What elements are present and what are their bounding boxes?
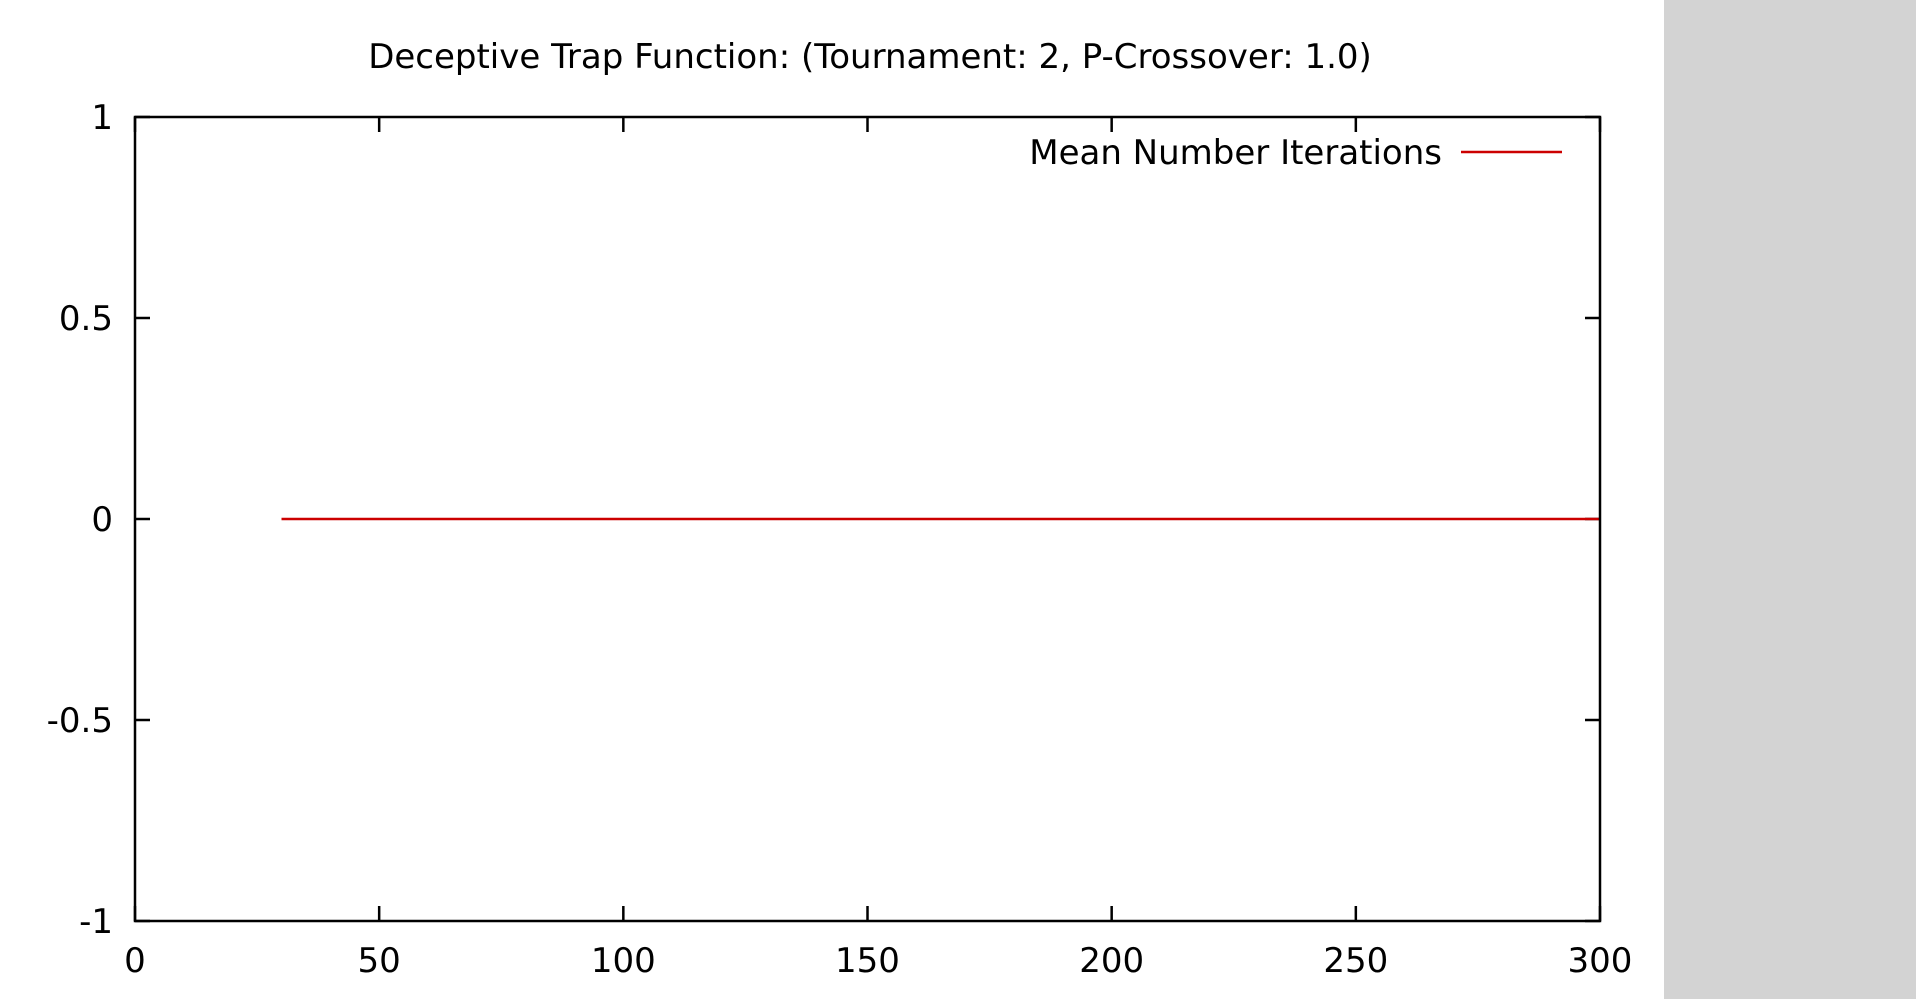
- y-tick-label: 1: [91, 98, 113, 138]
- x-tick-label: 50: [358, 941, 401, 981]
- legend: Mean Number Iterations: [1029, 133, 1562, 173]
- line-chart: Deceptive Trap Function: (Tournament: 2,…: [47, 37, 1633, 981]
- x-tick-label: 100: [591, 941, 656, 981]
- x-tick-label: 150: [835, 941, 900, 981]
- x-tick-label: 300: [1568, 941, 1633, 981]
- plot-frame: [133, 115, 1602, 923]
- chart-canvas: Deceptive Trap Function: (Tournament: 2,…: [46, 37, 1633, 981]
- x-tick-label: 0: [124, 941, 146, 981]
- x-tick-label: 200: [1079, 941, 1144, 981]
- y-tick-label: -1: [79, 902, 113, 942]
- y-tick-label: -0.5: [47, 701, 113, 741]
- chart-title: Deceptive Trap Function: (Tournament: 2,…: [368, 37, 1372, 77]
- axis-ticks: 0 50 100 150 200 250 300 -1 -0.5 0 0.5 1: [47, 98, 1633, 981]
- legend-label-mean-number-iterations: Mean Number Iterations: [1029, 133, 1442, 173]
- y-tick-label: 0.5: [59, 299, 113, 339]
- y-tick-label: 0: [91, 500, 113, 540]
- x-tick-label: 250: [1323, 941, 1388, 981]
- side-panel: [1664, 0, 1916, 999]
